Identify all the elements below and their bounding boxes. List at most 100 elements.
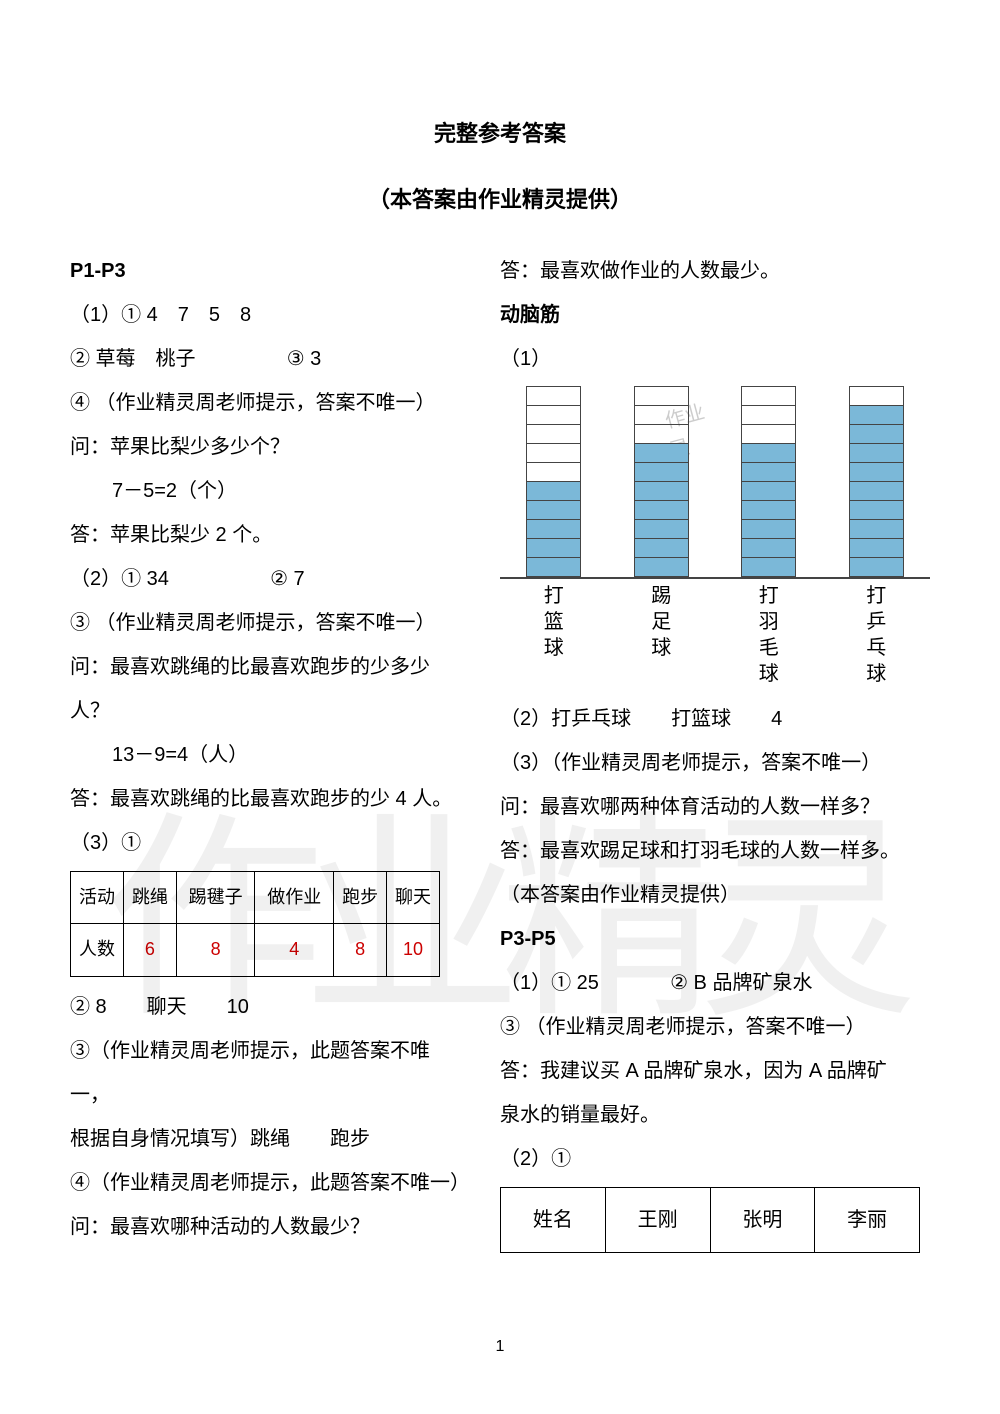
bar-cell [634,520,689,539]
bar-cell [526,558,581,577]
names-table: 姓名 王刚 张明 李丽 [500,1187,920,1253]
text: ② 7 [270,568,305,590]
bar-cell [849,406,904,425]
bar-cell [741,520,796,539]
line: ④（作业精灵周老师提示，此题答案不唯一） [70,1161,460,1205]
text: ② B 品牌矿泉水 [670,972,812,994]
bar-cell [741,463,796,482]
line: 答：最喜欢做作业的人数最少。 [500,249,930,293]
right-column: 答：最喜欢做作业的人数最少。 动脑筋 （1） 打篮球踢足球打羽毛球打乒乓球 （2… [500,249,930,1253]
chart-area [500,385,930,579]
line: （1）① 4 7 5 8 [70,293,460,337]
td: 4 [255,924,334,977]
bar-label: 打篮球 [526,583,581,687]
line: ③ （作业精灵周老师提示，答案不唯一） [500,1005,930,1049]
bar-cell [741,539,796,558]
bar-cell [526,482,581,501]
bar-cell [741,444,796,463]
th: 踢毽子 [176,871,255,924]
page-subtitle: （本答案由作业精灵提供） [70,176,930,224]
line: （1）① 25 ② B 品牌矿泉水 [500,961,930,1005]
bar-cell [849,444,904,463]
bar-cell [849,520,904,539]
bar-cell [849,387,904,406]
text: （1）① 25 [500,972,599,994]
bar-label: 踢足球 [634,583,689,687]
line: 泉水的销量最好。 [500,1093,930,1137]
line: （3）（作业精灵周老师提示，答案不唯一） [500,741,930,785]
table-row: 活动 跳绳 踢毽子 做作业 跑步 聊天 [71,871,440,924]
bar [741,386,796,577]
line: 问：最喜欢哪种活动的人数最少？ [70,1205,460,1249]
td: 8 [334,924,387,977]
line: 7－5=2（个） [70,469,460,513]
line: （2）① 34 ② 7 [70,557,460,601]
bar-cell [526,463,581,482]
line: 答：最喜欢跳绳的比最喜欢跑步的少 4 人。 [70,777,460,821]
bar-cell [526,520,581,539]
left-column: P1-P3 （1）① 4 7 5 8 ② 草莓 桃子 ③ 3 ④ （作业精灵周老… [70,249,460,1253]
bar-cell [526,387,581,406]
bar-cell [741,387,796,406]
table-row: 人数 6 8 4 8 10 [71,924,440,977]
line: 问：最喜欢哪两种体育活动的人数一样多？ [500,785,930,829]
bar-cell [849,539,904,558]
td: 6 [123,924,176,977]
table-row: 姓名 王刚 张明 李丽 [501,1187,920,1252]
line: 答：最喜欢踢足球和打羽毛球的人数一样多。 [500,829,930,873]
bar-cell [634,444,689,463]
bar-cell [741,558,796,577]
bar-cell [849,425,904,444]
bar-cell [634,406,689,425]
th: 李丽 [815,1187,920,1252]
page-title: 完整参考答案 [70,110,930,158]
th: 跳绳 [123,871,176,924]
line: 人？ [70,689,460,733]
line: 13－9=4（人） [70,733,460,777]
line: 答：苹果比梨少 2 个。 [70,513,460,557]
line: 问：最喜欢跳绳的比最喜欢跑步的少多少 [70,645,460,689]
bar-cell [634,463,689,482]
line: （本答案由作业精灵提供） [500,873,930,917]
bar-cell [741,425,796,444]
bar-cell [849,482,904,501]
line: ④ （作业精灵周老师提示，答案不唯一） [70,381,460,425]
bar-cell [741,482,796,501]
th: 张明 [710,1187,815,1252]
bar-cell [526,501,581,520]
bar-cell [849,501,904,520]
th: 跑步 [334,871,387,924]
th: 聊天 [387,871,440,924]
line: ③（作业精灵周老师提示，此题答案不唯一， [70,1029,460,1117]
bar-cell [526,425,581,444]
bar-cell [526,406,581,425]
bar-cell [741,501,796,520]
line: （2）① [500,1137,930,1181]
bar-cell [634,501,689,520]
bar-cell [634,387,689,406]
sports-bar-chart: 打篮球踢足球打羽毛球打乒乓球 [500,381,930,687]
line: ② 草莓 桃子 ③ 3 [70,337,460,381]
td: 8 [176,924,255,977]
line: 答：我建议买 A 品牌矿泉水，因为 A 品牌矿 [500,1049,930,1093]
page-number: 1 [0,1329,1000,1364]
brain-header: 动脑筋 [500,293,930,337]
bar-cell [634,558,689,577]
line: （1） [500,337,930,381]
bar-cell [849,558,904,577]
bar-cell [741,406,796,425]
th: 王刚 [605,1187,710,1252]
bar-label: 打乒乓球 [849,583,904,687]
line: （2）打乒乓球 打篮球 4 [500,697,930,741]
line: ② 8 聊天 10 [70,985,460,1029]
bar-cell [849,463,904,482]
bar-cell [634,539,689,558]
bar-cell [634,482,689,501]
text: ③ 3 [287,348,322,370]
bar-cell [634,425,689,444]
bar-label: 打羽毛球 [741,583,796,687]
bar-cell [526,444,581,463]
section-header-p3p5: P3-P5 [500,917,930,961]
th: 做作业 [255,871,334,924]
th: 姓名 [501,1187,606,1252]
